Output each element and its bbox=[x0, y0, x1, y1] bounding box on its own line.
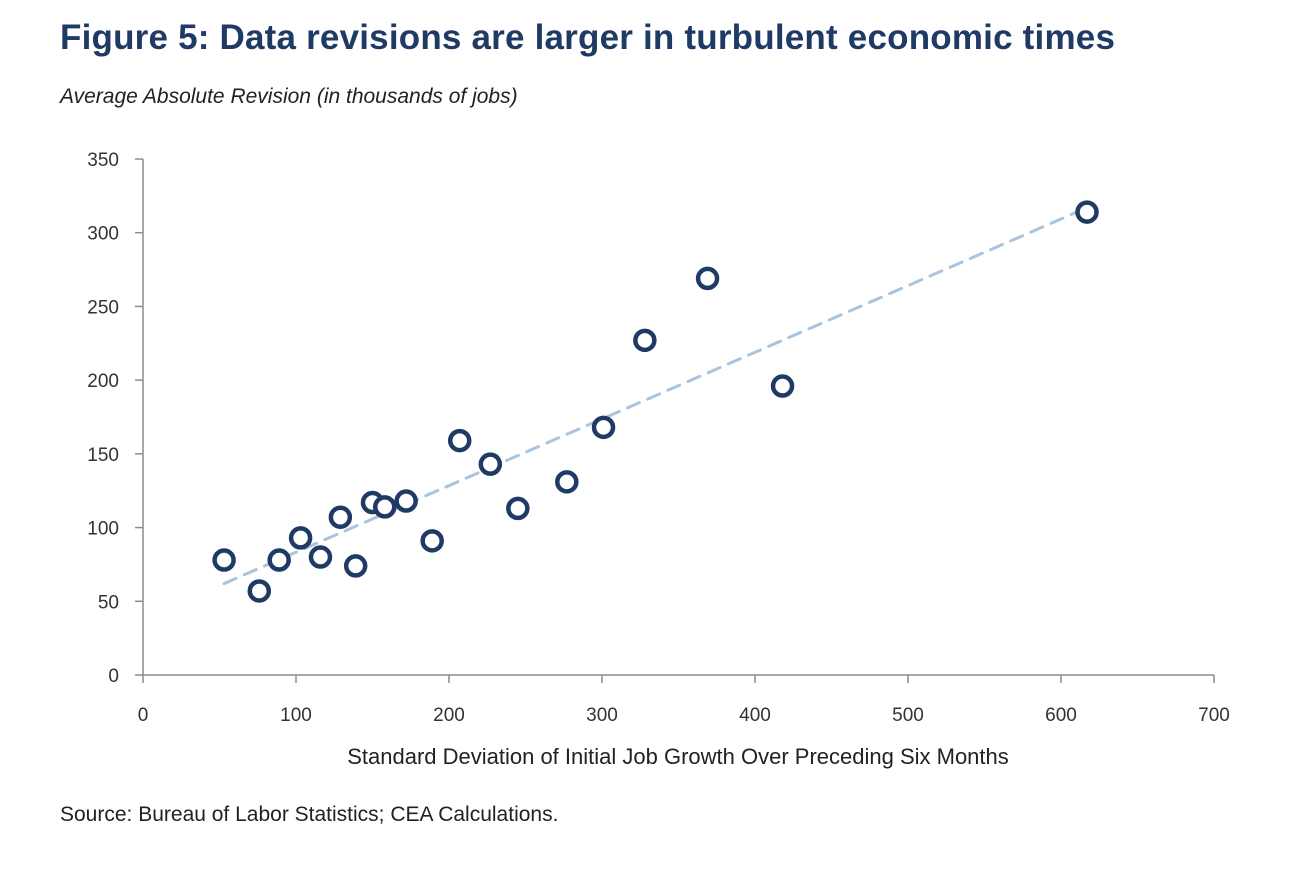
data-point bbox=[247, 579, 272, 603]
trendline-group bbox=[222, 206, 1089, 586]
data-point bbox=[372, 495, 397, 519]
y-tick-label: 200 bbox=[87, 371, 119, 392]
data-point bbox=[343, 554, 368, 578]
data-point bbox=[1075, 200, 1099, 224]
x-tick-label: 400 bbox=[739, 705, 771, 726]
y-tick-label: 250 bbox=[87, 297, 119, 318]
data-point bbox=[212, 548, 236, 572]
data-point bbox=[394, 489, 418, 513]
data-point bbox=[308, 545, 333, 569]
data-point bbox=[695, 266, 720, 291]
data-point bbox=[288, 526, 313, 550]
data-point bbox=[506, 496, 530, 521]
x-tick-label: 300 bbox=[586, 705, 618, 726]
y-tick-label: 100 bbox=[87, 519, 119, 540]
data-point bbox=[770, 374, 795, 398]
data-point bbox=[328, 505, 353, 530]
y-tick-label: 0 bbox=[108, 666, 119, 687]
figure-title: Figure 5: Data revisions are larger in t… bbox=[60, 18, 1116, 57]
y-tick-label: 150 bbox=[87, 445, 119, 466]
data-point bbox=[478, 452, 503, 476]
data-point bbox=[555, 470, 579, 494]
figure-subtitle: Average Absolute Revision (in thousands … bbox=[60, 85, 518, 108]
x-tick-label: 0 bbox=[138, 705, 149, 726]
data-point bbox=[447, 428, 472, 453]
axes: 0 50 100 150 200 250 300 350 0 100 200 300 400 500 600… bbox=[87, 150, 1230, 726]
data-point bbox=[633, 328, 657, 353]
source-note: Source: Bureau of Labor Statistics; CEA … bbox=[60, 803, 559, 826]
data-point bbox=[420, 529, 444, 553]
y-tick-label: 300 bbox=[87, 224, 119, 245]
data-points bbox=[212, 200, 1099, 603]
x-axis-title: Standard Deviation of Initial Job Growth… bbox=[347, 744, 1009, 769]
x-tick-label: 600 bbox=[1045, 705, 1077, 726]
data-point bbox=[267, 548, 291, 572]
x-tick-label: 700 bbox=[1198, 705, 1230, 726]
data-point bbox=[591, 415, 616, 440]
y-tick-label: 50 bbox=[98, 592, 119, 613]
x-tick-label: 500 bbox=[892, 705, 924, 726]
x-tick-label: 200 bbox=[433, 705, 465, 726]
x-tick-label: 100 bbox=[280, 705, 312, 726]
trendline bbox=[222, 206, 1089, 586]
y-tick-label: 350 bbox=[87, 150, 119, 171]
